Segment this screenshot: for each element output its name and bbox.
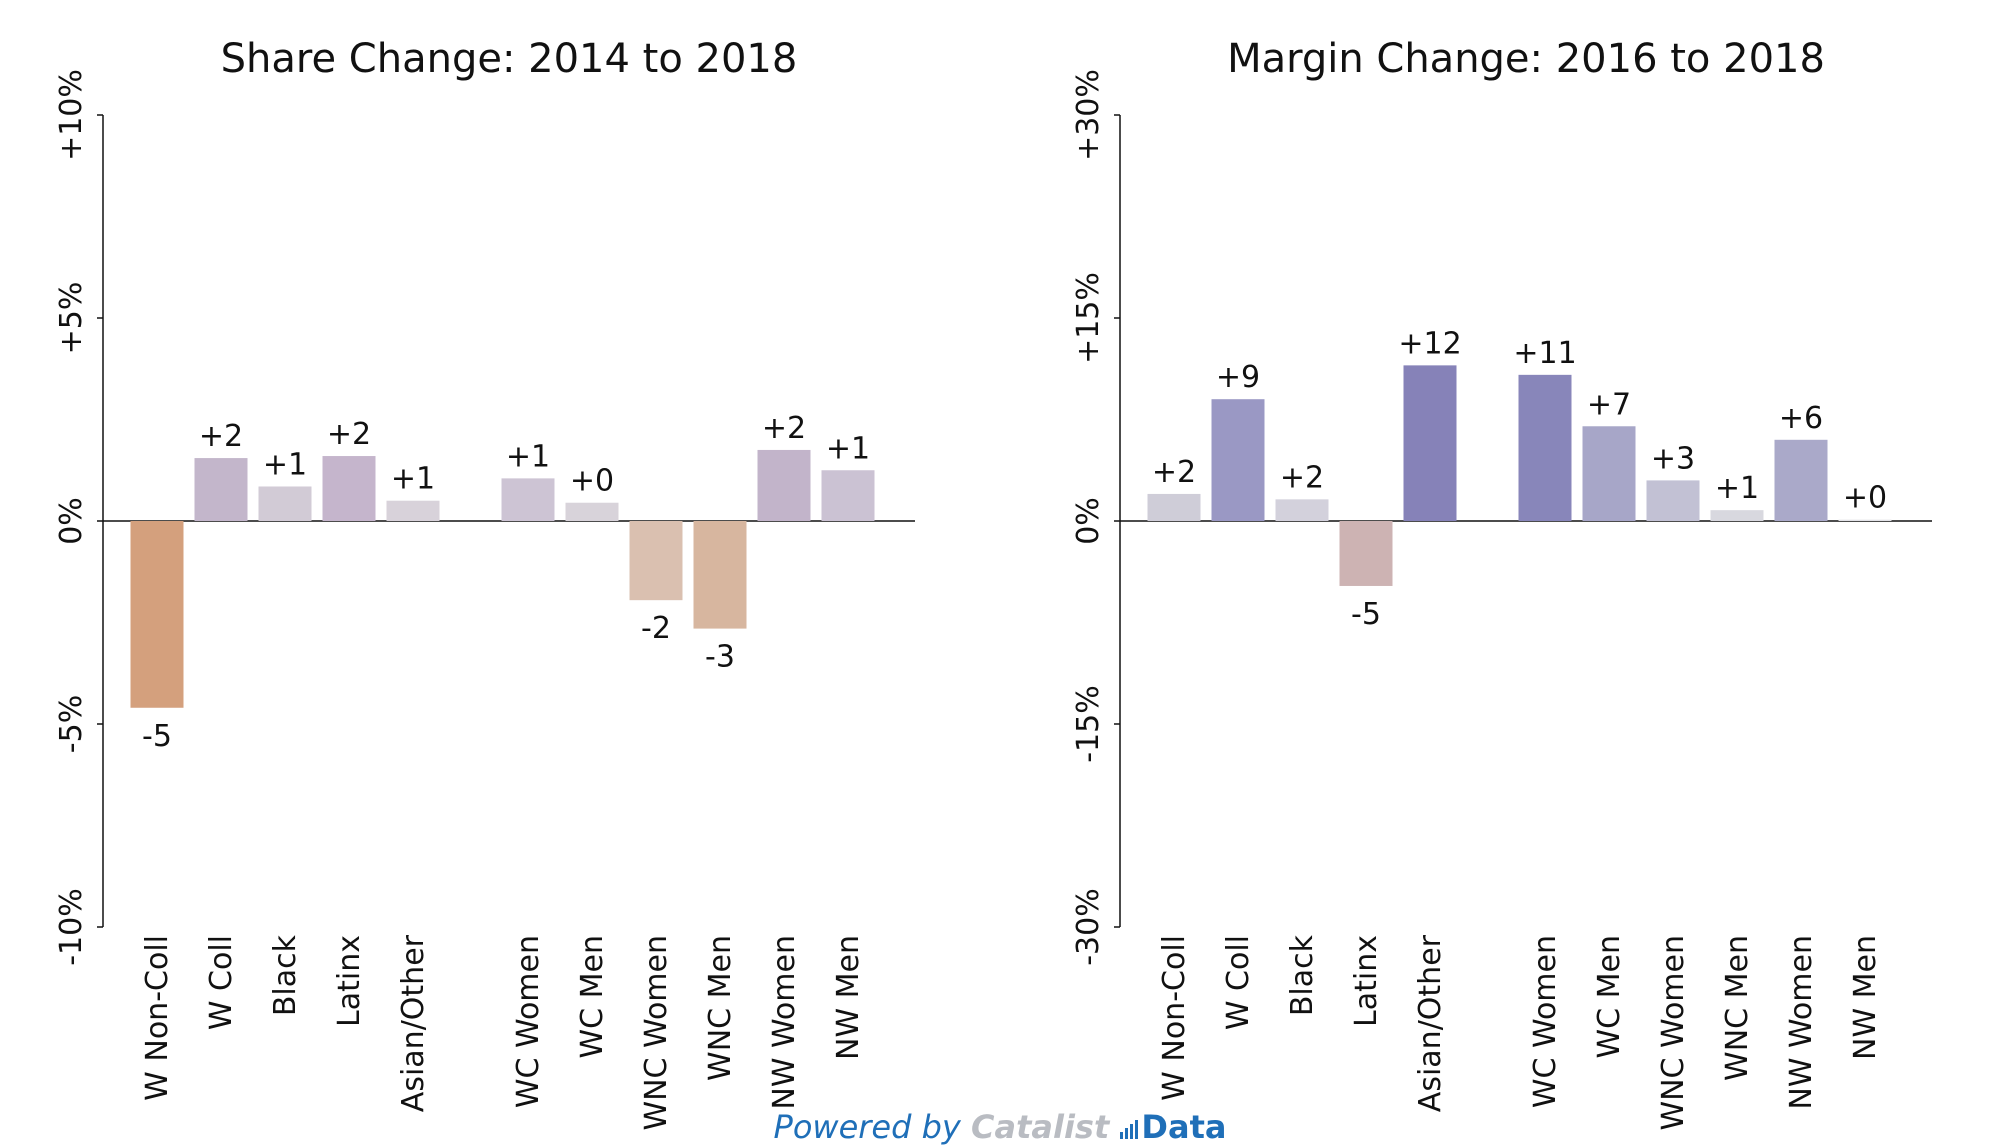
chart2-data-label: +3	[1651, 441, 1695, 476]
chart1-bar	[258, 486, 312, 521]
chart2-bar	[1339, 521, 1393, 586]
chart1-bar	[322, 456, 376, 521]
chart2-category-label: WC Women	[1528, 935, 1563, 1108]
chart2-bar	[1838, 519, 1892, 521]
chart2-category-label: Black	[1285, 934, 1320, 1016]
chart2-category-label: W Non-Coll	[1157, 935, 1192, 1101]
chart1-bar	[565, 502, 619, 521]
chart1-category-label: WNC Men	[703, 935, 738, 1081]
chart1-ytick-label: -10%	[54, 888, 89, 966]
chart1-data-label: +2	[327, 417, 371, 452]
chart1-ytick-label: -5%	[54, 695, 89, 753]
chart1-ytick-label: +10%	[54, 69, 89, 161]
chart2-category-label: WC Men	[1592, 935, 1627, 1059]
bars-logo-icon	[1120, 1120, 1139, 1139]
chart2-data-label: +11	[1513, 336, 1576, 371]
chart2-bar	[1646, 480, 1700, 521]
chart2-data-label: +9	[1216, 360, 1260, 395]
data-word: Data	[1141, 1108, 1227, 1146]
chart1-bar	[501, 478, 555, 521]
chart2-data-label: +7	[1587, 387, 1631, 422]
chart1-bar	[194, 458, 248, 521]
chart2-ytick-label: +30%	[1071, 69, 1106, 161]
chart1-category-label: W Coll	[204, 935, 239, 1030]
chart2-bar	[1403, 365, 1457, 521]
chart1-category-label: Latinx	[332, 935, 367, 1027]
chart1-bar	[629, 521, 683, 601]
chart1-category-label: WNC Women	[639, 935, 674, 1131]
chart2-ytick-label: +15%	[1071, 272, 1106, 364]
chart1-category-label: Asian/Other	[396, 934, 431, 1112]
chart1-data-label: +0	[570, 464, 614, 499]
chart1-category-label: WC Men	[575, 935, 610, 1059]
chart1-ytick-label: 0%	[54, 497, 89, 545]
chart2-ytick-label: 0%	[1071, 497, 1106, 545]
chart2-bar	[1518, 374, 1572, 521]
chart2-category-label: NW Men	[1848, 935, 1883, 1060]
chart2-title: Margin Change: 2016 to 2018	[1227, 36, 1825, 82]
chart1-category-label: WC Women	[511, 935, 546, 1108]
chart2-bar	[1211, 399, 1265, 521]
chart2-category-label: Asian/Other	[1413, 934, 1448, 1112]
chart1-data-label: +1	[826, 431, 870, 466]
catalist-logo-text: Catalist	[971, 1108, 1110, 1146]
chart1-data-label: +2	[199, 419, 243, 454]
chart1-bar	[821, 470, 875, 521]
chart2-bar	[1774, 439, 1828, 521]
chart2-ytick-label: -15%	[1071, 685, 1106, 763]
chart1-bar	[130, 521, 184, 708]
chart1-category-label: Black	[268, 934, 303, 1016]
chart2-bar	[1582, 426, 1636, 521]
footer-credit: Powered by Catalist Data	[0, 1108, 2000, 1146]
chart1-data-label: -5	[142, 719, 172, 754]
chart1-data-label: -2	[641, 611, 671, 646]
chart2-data-label: +0	[1843, 481, 1887, 516]
chart2-category-label: Latinx	[1349, 935, 1384, 1027]
chart2-data-label: +6	[1779, 401, 1823, 436]
chart2-ytick-label: -30%	[1071, 888, 1106, 966]
chart2-category-label: NW Women	[1784, 935, 1819, 1110]
chart1-data-label: +1	[506, 439, 550, 474]
chart2-data-label: +1	[1715, 471, 1759, 506]
chart1-data-label: +1	[263, 447, 307, 482]
chart2-data-label: +12	[1398, 326, 1461, 361]
chart2-category-label: WNC Women	[1656, 935, 1691, 1131]
chart2-data-label: +2	[1152, 455, 1196, 490]
chart2-bar	[1147, 493, 1201, 521]
chart2-data-label: +2	[1280, 460, 1324, 495]
chart1-category-label: W Non-Coll	[140, 935, 175, 1101]
chart1-data-label: +1	[391, 462, 435, 497]
chart2-bar	[1275, 499, 1329, 521]
chart2-category-label: WNC Men	[1720, 935, 1755, 1081]
chart1-data-label: +2	[762, 411, 806, 446]
chart2-data-label: -5	[1351, 597, 1381, 632]
chart1-category-label: NW Women	[767, 935, 802, 1110]
chart1-ytick-label: +5%	[54, 282, 89, 355]
powered-by-text: Powered by	[773, 1108, 961, 1146]
chart1-title: Share Change: 2014 to 2018	[221, 36, 798, 82]
chart1-bar	[757, 449, 811, 521]
chart1-data-label: -3	[705, 640, 735, 675]
chart1-bar	[693, 521, 747, 629]
chart2-bar	[1710, 510, 1764, 521]
chart1-category-label: NW Men	[831, 935, 866, 1060]
chart2-category-label: W Coll	[1221, 935, 1256, 1030]
chart1-bar	[386, 500, 440, 521]
data-logo-text: Data	[1119, 1108, 1226, 1146]
